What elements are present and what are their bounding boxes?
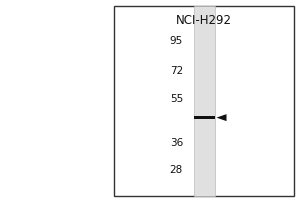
Text: 72: 72 xyxy=(170,66,183,76)
Text: 36: 36 xyxy=(170,138,183,148)
Text: 95: 95 xyxy=(170,36,183,46)
Text: 28: 28 xyxy=(170,165,183,175)
Text: 55: 55 xyxy=(170,94,183,104)
Text: NCI-H292: NCI-H292 xyxy=(176,14,232,27)
Bar xyxy=(194,116,214,119)
Polygon shape xyxy=(217,114,226,121)
Bar xyxy=(114,6,294,196)
Bar xyxy=(194,6,214,196)
